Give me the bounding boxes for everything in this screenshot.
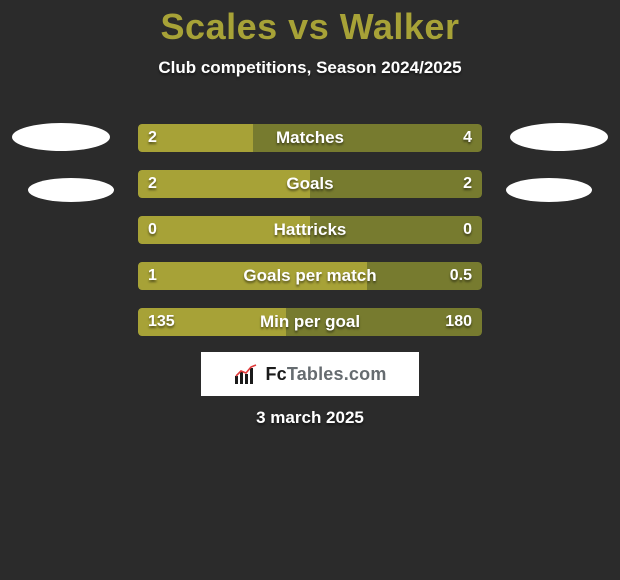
- bar-label: Matches: [138, 124, 482, 152]
- stat-bar-goals: 22Goals: [138, 170, 482, 198]
- stat-bar-hattricks: 00Hattricks: [138, 216, 482, 244]
- logo-text: FcTables.com: [265, 364, 386, 385]
- stat-bar-matches: 24Matches: [138, 124, 482, 152]
- placeholder-ellipse-top-left: [12, 123, 110, 151]
- bar-label: Goals: [138, 170, 482, 198]
- fctables-logo: FcTables.com: [201, 352, 419, 396]
- page-title: Scales vs Walker: [0, 0, 620, 48]
- bar-chart-icon: [233, 364, 259, 384]
- bar-label: Hattricks: [138, 216, 482, 244]
- placeholder-ellipse-bottom-left: [28, 178, 114, 202]
- snapshot-date: 3 march 2025: [0, 408, 620, 428]
- stat-bar-goals-per-match: 10.5Goals per match: [138, 262, 482, 290]
- logo-suffix: Tables.com: [287, 364, 387, 384]
- stat-bars: 24Matches 22Goals 00Hattricks 10.5Goals per…: [138, 124, 482, 354]
- player-a-name: Scales: [161, 6, 278, 47]
- stat-bar-min-per-goal: 135180Min per goal: [138, 308, 482, 336]
- bar-label: Min per goal: [138, 308, 482, 336]
- title-vs: vs: [288, 6, 329, 47]
- subtitle: Club competitions, Season 2024/2025: [0, 58, 620, 78]
- bar-label: Goals per match: [138, 262, 482, 290]
- comparison-card: Scales vs Walker Club competitions, Seas…: [0, 0, 620, 580]
- placeholder-ellipse-top-right: [510, 123, 608, 151]
- player-b-name: Walker: [340, 6, 460, 47]
- logo-prefix: Fc: [265, 364, 286, 384]
- placeholder-ellipse-bottom-right: [506, 178, 592, 202]
